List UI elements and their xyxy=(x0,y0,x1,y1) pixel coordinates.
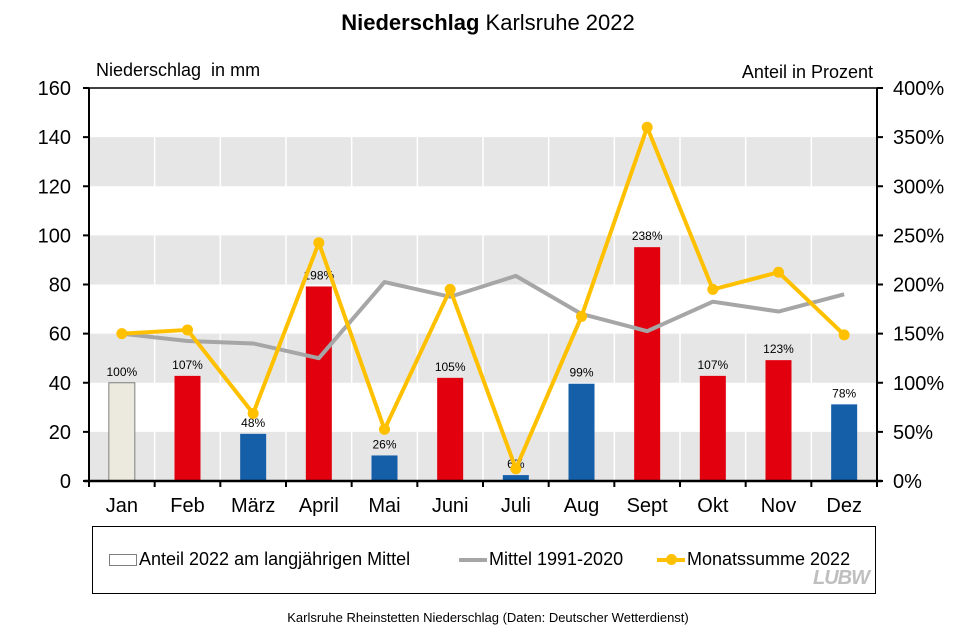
left-tick-label: 60 xyxy=(49,324,71,346)
bar-label: 48% xyxy=(241,416,265,430)
line-swatch-icon xyxy=(459,557,487,562)
bar-Nov xyxy=(765,360,792,481)
line-Mittel 1991-2020 xyxy=(121,273,845,361)
bar-Sept xyxy=(634,247,661,481)
left-tick-label: 120 xyxy=(38,176,71,198)
bar-label: 26% xyxy=(372,437,396,451)
bar-Jan xyxy=(108,382,136,482)
bar-label: 107% xyxy=(172,358,203,372)
line-marker xyxy=(707,283,719,295)
line-marker xyxy=(641,121,653,133)
x-tick-label: März xyxy=(231,495,275,517)
x-tick-label: Jan xyxy=(106,495,138,517)
legend-item-mean: Mittel 1991-2020 xyxy=(459,549,623,570)
right-tick-label: 50% xyxy=(893,422,933,444)
right-axis-title: Anteil in Prozent xyxy=(741,62,873,82)
x-tick-label: Nov xyxy=(761,495,797,517)
bar-label: 198% xyxy=(303,268,334,282)
x-tick-label: Mai xyxy=(368,495,400,517)
legend-label-mean: Mittel 1991-2020 xyxy=(489,549,624,569)
x-tick-label: Juni xyxy=(432,495,469,517)
bar-Mai xyxy=(371,455,398,481)
left-tick-label: 20 xyxy=(49,422,71,444)
chart-title: Niederschlag Karlsruhe 2022 xyxy=(0,10,976,36)
bar-label: 105% xyxy=(435,360,466,374)
bar-März xyxy=(240,433,267,481)
line-marker xyxy=(510,463,522,475)
line-marker-swatch-icon xyxy=(657,553,685,565)
x-tick-label: Okt xyxy=(697,495,729,517)
line-Monatssumme 2022 xyxy=(121,125,846,471)
x-tick-label: Dez xyxy=(826,495,862,517)
left-tick-label: 80 xyxy=(49,275,71,297)
right-tick-label: 150% xyxy=(893,324,944,346)
left-tick-label: 40 xyxy=(49,373,71,395)
bar-Aug xyxy=(568,383,595,481)
right-tick-label: 300% xyxy=(893,176,944,198)
right-tick-label: 250% xyxy=(893,225,944,247)
left-tick-label: 100 xyxy=(38,225,71,247)
legend: Anteil 2022 am langjährigen Mittel Mitte… xyxy=(92,526,876,594)
right-tick-label: 400% xyxy=(893,78,944,100)
legend-label-bar: Anteil 2022 am langjährigen Mittel xyxy=(139,549,411,569)
left-tick-label: 160 xyxy=(38,78,71,100)
bar-Feb xyxy=(174,375,201,481)
bar-Dez xyxy=(831,404,858,481)
bar-label: 99% xyxy=(569,366,593,380)
x-tick-label: Feb xyxy=(170,495,204,517)
x-tick-label: Juli xyxy=(501,495,531,517)
line-marker xyxy=(313,237,325,249)
bar-Juni xyxy=(437,377,464,481)
line-marker xyxy=(182,324,193,336)
chart-title-rest: Karlsruhe 2022 xyxy=(479,10,635,35)
line-marker xyxy=(116,328,128,340)
line-marker xyxy=(444,283,456,295)
bar-label: 238% xyxy=(632,229,663,243)
bar-label: 123% xyxy=(763,342,794,356)
right-tick-label: 350% xyxy=(893,127,944,149)
right-tick-label: 0% xyxy=(893,471,922,493)
bar-swatch-icon xyxy=(109,553,137,566)
x-tick-label: April xyxy=(299,495,339,517)
source-footer: Karlsruhe Rheinstetten Niederschlag (Dat… xyxy=(287,610,689,625)
line-marker xyxy=(773,266,784,278)
left-tick-label: 0 xyxy=(60,471,71,493)
bar-April xyxy=(305,286,332,481)
right-tick-label: 100% xyxy=(893,373,944,395)
x-tick-label: Sept xyxy=(627,495,669,517)
bar-Juli xyxy=(502,475,529,481)
line-marker xyxy=(247,407,259,419)
bar-label: 100% xyxy=(106,365,137,379)
right-tick-label: 200% xyxy=(893,275,944,297)
chart-title-bold: Niederschlag xyxy=(341,10,480,35)
lubw-logo: LUBW xyxy=(813,567,870,589)
left-axis-title: Niederschlag in mm xyxy=(96,60,261,80)
legend-item-sum: Monatssumme 2022 xyxy=(657,549,850,570)
bar-label: 107% xyxy=(697,358,728,372)
line-marker xyxy=(379,423,390,435)
x-tick-label: Aug xyxy=(564,495,600,517)
left-tick-label: 140 xyxy=(38,127,71,149)
bar-label: 78% xyxy=(832,386,856,400)
line-marker xyxy=(576,310,587,322)
legend-item-bar: Anteil 2022 am langjährigen Mittel xyxy=(109,549,410,570)
line-marker xyxy=(838,329,850,341)
bar-Okt xyxy=(699,375,726,481)
legend-label-sum: Monatssumme 2022 xyxy=(687,549,851,569)
